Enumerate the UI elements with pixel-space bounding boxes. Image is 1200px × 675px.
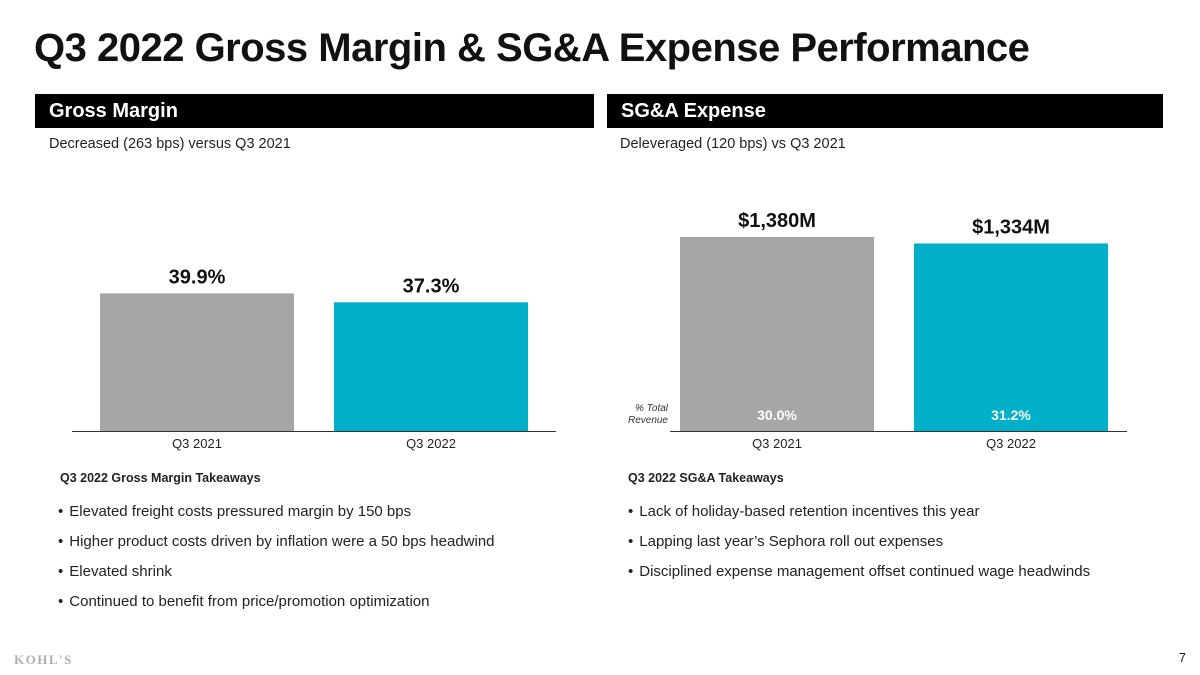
sga-expense-chart: $1,380M Q3 2021 30.0% $1,334M Q3 2022 31.2% % … (628, 210, 1127, 451)
pct-revenue-label: 30.0% (757, 407, 797, 423)
list-item: Lack of holiday-based retention incentiv… (628, 502, 1090, 532)
gross-margin-chart: 39.9% Q3 2021 37.3% Q3 2022 (72, 266, 556, 451)
sga-takeaways-title: Q3 2022 SG&A Takeaways (628, 471, 784, 485)
bar-q3-2021 (100, 293, 294, 431)
x-tick-label: Q3 2021 (172, 436, 222, 451)
list-item: Continued to benefit from price/promotio… (58, 592, 495, 622)
pct-revenue-axis-label: % Total (635, 403, 669, 414)
gross-margin-takeaways-list: Elevated freight costs pressured margin … (58, 502, 495, 622)
bar-q3-2022 (914, 243, 1108, 431)
pct-revenue-label: 31.2% (991, 407, 1031, 423)
list-item: Elevated freight costs pressured margin … (58, 502, 495, 532)
list-item: Disciplined expense management offset co… (628, 562, 1090, 592)
bar-q3-2021 (680, 237, 874, 431)
sga-expense-subtitle: Deleveraged (120 bps) vs Q3 2021 (620, 136, 846, 152)
x-tick-label: Q3 2022 (406, 436, 456, 451)
value-label: 39.9% (169, 266, 226, 288)
x-tick-label: Q3 2022 (986, 436, 1036, 451)
gross-margin-header: Gross Margin (35, 94, 594, 128)
list-item: Higher product costs driven by inflation… (58, 532, 494, 562)
page-title: Q3 2022 Gross Margin & SG&A Expense Perf… (34, 26, 1030, 70)
list-item: Elevated shrink (58, 562, 495, 592)
gross-margin-subtitle: Decreased (263 bps) versus Q3 2021 (49, 136, 291, 152)
value-label: 37.3% (403, 275, 460, 297)
page-number: 7 (1178, 650, 1186, 665)
x-tick-label: Q3 2021 (752, 436, 802, 451)
sga-takeaways-list: Lack of holiday-based retention incentiv… (628, 502, 1090, 592)
value-label: $1,334M (972, 216, 1050, 238)
sga-expense-header: SG&A Expense (607, 94, 1163, 128)
value-label: $1,380M (738, 210, 816, 232)
list-item: Lapping last year’s Sephora roll out exp… (628, 532, 1090, 562)
bar-q3-2022 (334, 302, 528, 431)
pct-revenue-axis-label: Revenue (628, 415, 668, 426)
kohls-logo: KOHL'S (14, 652, 73, 667)
gross-margin-takeaways-title: Q3 2022 Gross Margin Takeaways (60, 471, 261, 485)
